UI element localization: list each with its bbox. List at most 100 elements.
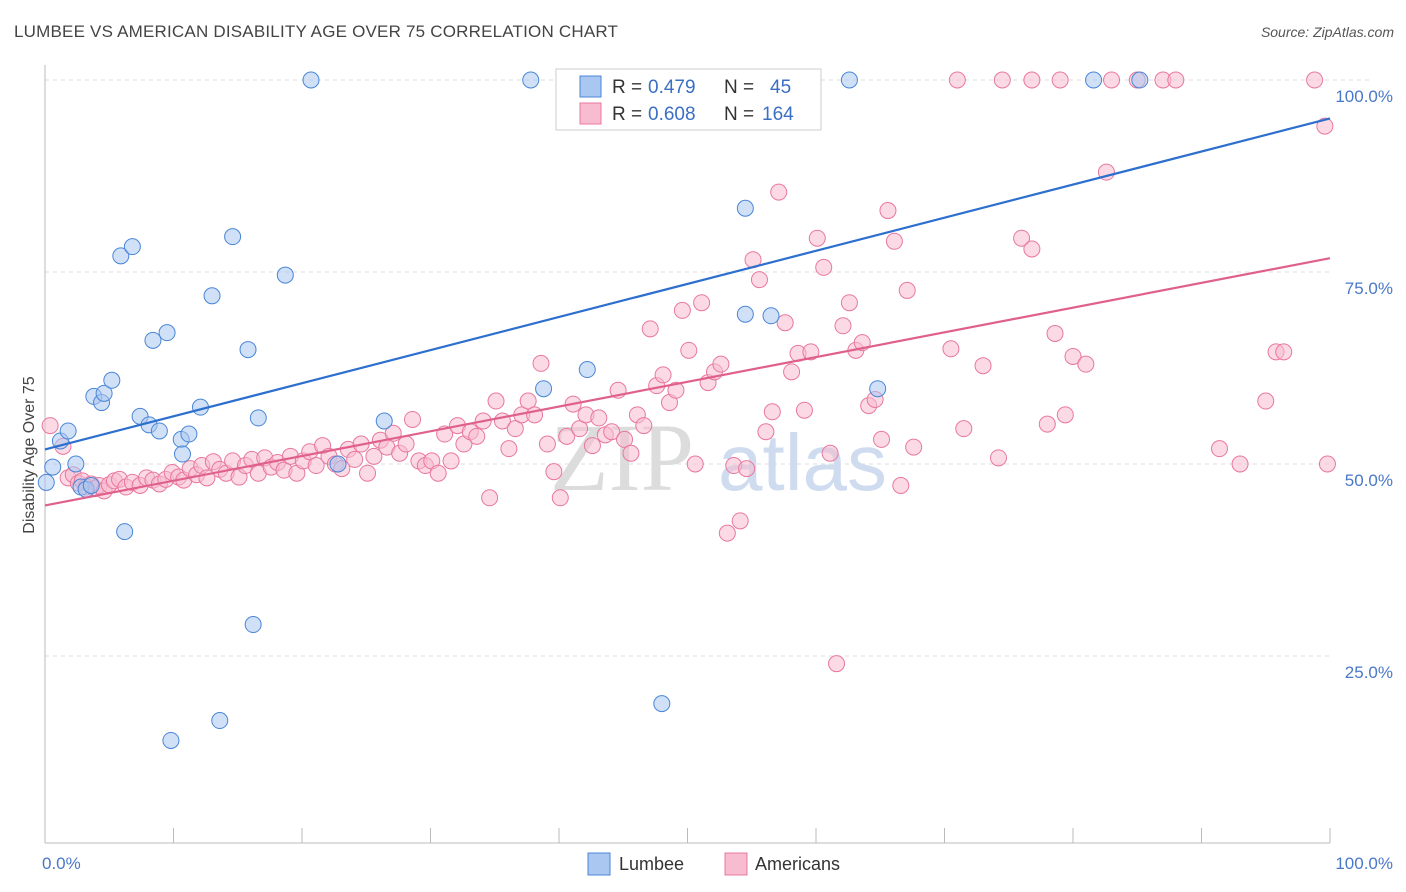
- lumbee-point: [67, 455, 85, 473]
- lumbee-point: [276, 266, 294, 284]
- watermark-zip: ZIP: [550, 404, 694, 511]
- americans-point: [948, 71, 966, 89]
- americans-point: [795, 401, 813, 419]
- y-tick-label-75: 75.0%: [1345, 279, 1393, 298]
- americans-point: [834, 317, 852, 335]
- americans-trend-line: [44, 257, 1331, 507]
- chart-title: LUMBEE VS AMERICAN DISABILITY AGE OVER 7…: [14, 22, 619, 41]
- americans-point: [487, 392, 505, 410]
- lumbee-point: [375, 412, 393, 430]
- americans-point: [1013, 229, 1031, 247]
- americans-point: [1077, 355, 1095, 373]
- lumbee-point: [82, 477, 100, 495]
- lumbee-point: [329, 455, 347, 473]
- lumbee-point: [736, 305, 754, 323]
- americans-point: [590, 409, 608, 427]
- americans-point: [974, 357, 992, 375]
- lumbee-point: [173, 445, 191, 463]
- bottom-legend-swatch-lumbee: [587, 852, 611, 876]
- americans-point: [905, 438, 923, 456]
- americans-point: [989, 449, 1007, 467]
- americans-point: [429, 464, 447, 482]
- americans-point: [955, 420, 973, 438]
- americans-point: [468, 427, 486, 445]
- lumbee-point: [1085, 71, 1103, 89]
- americans-point: [879, 202, 897, 220]
- legend-n-label-americans: N =: [724, 104, 754, 125]
- americans-point: [712, 355, 730, 373]
- bottom-legend-label-americans: Americans: [755, 854, 840, 874]
- americans-point: [1103, 71, 1121, 89]
- lumbee-point: [244, 616, 262, 634]
- bottom-legend-label-lumbee: Lumbee: [619, 854, 684, 874]
- lumbee-points: [37, 71, 1149, 749]
- americans-point: [718, 524, 736, 542]
- americans-point: [500, 440, 518, 458]
- lumbee-point: [239, 341, 257, 359]
- americans-point: [1306, 71, 1324, 89]
- y-tick-label-25: 25.0%: [1345, 663, 1393, 682]
- legend-n-value-americans: 164: [762, 104, 794, 125]
- americans-point: [770, 183, 788, 201]
- legend-r-value-americans: 0.608: [648, 104, 696, 125]
- americans-point: [1167, 71, 1185, 89]
- americans-point: [892, 477, 910, 495]
- lumbee-trend-line: [44, 117, 1331, 451]
- americans-point: [1316, 117, 1334, 135]
- lumbee-point: [249, 409, 267, 427]
- americans-points: [41, 71, 1336, 673]
- americans-point: [1046, 324, 1064, 342]
- americans-point: [365, 447, 383, 465]
- americans-point: [622, 444, 640, 462]
- americans-point: [1023, 240, 1041, 258]
- americans-point: [1275, 343, 1293, 361]
- americans-point: [1023, 71, 1041, 89]
- americans-point: [738, 460, 756, 478]
- lumbee-point: [112, 247, 130, 265]
- americans-point: [404, 410, 422, 428]
- lumbee-point: [522, 71, 540, 89]
- lumbee-point: [150, 422, 168, 440]
- americans-point: [993, 71, 1011, 89]
- americans-point: [873, 430, 891, 448]
- americans-point: [802, 343, 820, 361]
- tick-labels: 25.0% 50.0% 75.0% 100.0% 0.0% 100.0%: [42, 87, 1393, 873]
- americans-point: [397, 435, 415, 453]
- americans-point: [506, 420, 524, 438]
- americans-point: [1038, 415, 1056, 433]
- legend-swatch-lumbee: [579, 75, 602, 98]
- americans-point: [532, 354, 550, 372]
- lumbee-point: [535, 380, 553, 398]
- legend-r-label-lumbee: R =: [612, 77, 642, 98]
- americans-point: [667, 381, 685, 399]
- americans-point: [808, 229, 826, 247]
- americans-point: [519, 392, 537, 410]
- americans-point: [673, 301, 691, 319]
- americans-point: [551, 489, 569, 507]
- americans-point: [307, 457, 325, 475]
- americans-point: [538, 435, 556, 453]
- americans-point: [1210, 440, 1228, 458]
- americans-point: [571, 420, 589, 438]
- lumbee-point: [840, 71, 858, 89]
- legend-swatch-americans: [579, 102, 602, 125]
- americans-point: [828, 655, 846, 673]
- lumbee-point: [37, 473, 55, 491]
- americans-point: [359, 464, 377, 482]
- lumbee-point: [158, 324, 176, 342]
- americans-point: [885, 232, 903, 250]
- americans-point: [41, 417, 59, 435]
- americans-point: [898, 281, 916, 299]
- x-tick-label-max: 100.0%: [1335, 854, 1393, 873]
- americans-point: [731, 512, 749, 530]
- lumbee-point: [123, 238, 141, 256]
- americans-point: [635, 417, 653, 435]
- americans-point: [481, 489, 499, 507]
- lumbee-point: [224, 228, 242, 246]
- lumbee-point: [44, 458, 62, 476]
- y-tick-label-50: 50.0%: [1345, 471, 1393, 490]
- legend-box: R = 0.479 N = 45 R = 0.608 N = 164: [555, 68, 822, 131]
- trend-lines: [44, 117, 1331, 507]
- americans-point: [346, 450, 364, 468]
